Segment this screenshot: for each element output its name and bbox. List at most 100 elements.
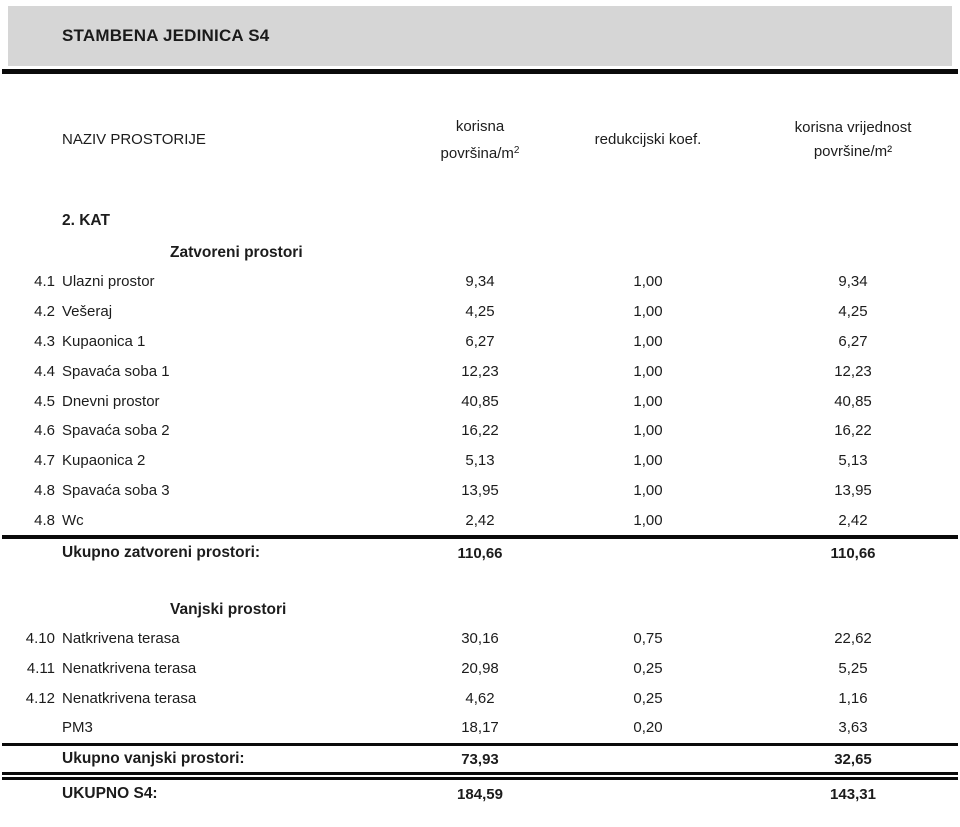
row-number: 4.8 bbox=[34, 481, 55, 499]
room-name: Kupaonica 2 bbox=[62, 452, 146, 470]
room-name: Nenatkrivena terasa bbox=[62, 689, 197, 707]
room-name: Spavaća soba 1 bbox=[62, 362, 170, 380]
reduced-value: 9,34 bbox=[838, 273, 868, 291]
row-number: 4.2 bbox=[34, 303, 55, 321]
total-reduced-value: 32,65 bbox=[834, 750, 872, 768]
table-row: 4.3 Kupaonica 1 6,27 1,00 6,27 bbox=[0, 327, 960, 357]
room-name: Dnevni prostor bbox=[62, 392, 160, 410]
table-row: 4.4 Spavaća soba 1 12,23 1,00 12,23 bbox=[0, 356, 960, 386]
closed-total-rule bbox=[2, 535, 958, 539]
column-header-korisna-povrsina-line1: korisna bbox=[455, 117, 505, 135]
total-area-value: 73,93 bbox=[461, 750, 499, 768]
area-value: 12,23 bbox=[461, 362, 499, 380]
closed-rows: 4.1 Ulazni prostor 9,34 1,00 9,34 4.2 Ve… bbox=[0, 267, 960, 535]
room-name: Spavaća soba 3 bbox=[62, 481, 170, 499]
grand-total-double-rule bbox=[2, 772, 958, 781]
table-row: 4.2 Vešeraj 4,25 1,00 4,25 bbox=[0, 297, 960, 327]
reduced-value: 13,95 bbox=[834, 481, 872, 499]
area-value: 4,25 bbox=[465, 303, 495, 321]
row-number: 4.10 bbox=[25, 630, 55, 648]
column-header-korisna-vrijednost: korisna vrijednost površine/m² bbox=[766, 116, 940, 164]
area-value: 13,95 bbox=[461, 481, 499, 499]
row-number: 4.12 bbox=[25, 689, 55, 707]
koef-value: 0,75 bbox=[633, 630, 663, 648]
room-name: Spavaća soba 2 bbox=[62, 422, 170, 440]
column-header-korisna-vrijednost-line2: površine/m² bbox=[813, 143, 893, 160]
room-name: Nenatkrivena terasa bbox=[62, 659, 197, 677]
total-reduced-value: 110,66 bbox=[830, 544, 876, 562]
koef-value: 1,00 bbox=[633, 332, 663, 350]
table-row: 4.6 Spavaća soba 2 16,22 1,00 16,22 bbox=[0, 416, 960, 446]
floor-label: 2. KAT bbox=[62, 212, 110, 229]
document-title: STAMBENA JEDINICA S4 bbox=[62, 26, 270, 45]
row-number: 4.1 bbox=[34, 273, 55, 291]
table-row: 4.8 Spavaća soba 3 13,95 1,00 13,95 bbox=[0, 476, 960, 506]
area-value: 5,13 bbox=[465, 452, 495, 470]
table-row: PM3 18,17 0,20 3,63 bbox=[0, 713, 960, 743]
row-number: 4.6 bbox=[34, 422, 55, 440]
row-number: 4.11 bbox=[26, 659, 55, 677]
table-row: 4.1 Ulazni prostor 9,34 1,00 9,34 bbox=[0, 267, 960, 297]
area-value: 30,16 bbox=[461, 630, 499, 648]
section-header-zatvoreni-prostori: Zatvoreni prostori bbox=[170, 244, 303, 261]
koef-value: 1,00 bbox=[633, 392, 663, 410]
grand-total-area-value: 184,59 bbox=[457, 785, 503, 803]
row-number: 4.5 bbox=[34, 392, 55, 410]
reduced-value: 22,62 bbox=[834, 630, 872, 648]
document-title-band: STAMBENA JEDINICA S4 bbox=[8, 6, 952, 66]
room-name: Wc bbox=[62, 511, 84, 529]
grand-total-row: UKUPNO S4: 184,59 143,31 bbox=[0, 780, 960, 808]
row-number: 4.8 bbox=[34, 511, 55, 529]
closed-total-row: Ukupno zatvoreni prostori: 110,66 110,66 bbox=[0, 539, 960, 568]
table-row: 4.5 Dnevni prostor 40,85 1,00 40,85 bbox=[0, 386, 960, 416]
reduced-value: 40,85 bbox=[834, 392, 872, 410]
table-row: 4.11 Nenatkrivena terasa 20,98 0,25 5,25 bbox=[0, 653, 960, 683]
grand-total-reduced-value: 143,31 bbox=[830, 785, 876, 803]
total-label: Ukupno vanjski prostori: bbox=[62, 750, 245, 768]
koef-value: 1,00 bbox=[633, 511, 663, 529]
koef-value: 0,20 bbox=[633, 719, 663, 737]
reduced-value: 12,23 bbox=[834, 362, 872, 380]
reduced-value: 5,13 bbox=[838, 452, 868, 470]
table-row: 4.12 Nenatkrivena terasa 4,62 0,25 1,16 bbox=[0, 683, 960, 713]
koef-value: 1,00 bbox=[633, 481, 663, 499]
outdoor-total-rule bbox=[2, 742, 958, 747]
column-header-redukcijski-koef: redukcijski koef. bbox=[594, 131, 702, 148]
area-value: 18,17 bbox=[461, 719, 499, 737]
koef-value: 0,25 bbox=[633, 659, 663, 677]
room-name: Ulazni prostor bbox=[62, 273, 155, 291]
area-value: 9,34 bbox=[465, 273, 495, 291]
outdoor-rows: 4.10 Natkrivena terasa 30,16 0,75 22,62 … bbox=[0, 624, 960, 743]
table-row: 4.7 Kupaonica 2 5,13 1,00 5,13 bbox=[0, 446, 960, 476]
area-value: 20,98 bbox=[461, 659, 499, 677]
apartment-area-document: STAMBENA JEDINICA S4 NAZIV PROSTORIJE ko… bbox=[0, 6, 960, 827]
row-number: 4.7 bbox=[34, 452, 55, 470]
area-value: 16,22 bbox=[461, 422, 499, 440]
reduced-value: 16,22 bbox=[834, 422, 872, 440]
area-value: 40,85 bbox=[461, 392, 499, 410]
reduced-value: 3,63 bbox=[838, 719, 868, 737]
room-name: PM3 bbox=[62, 719, 93, 737]
room-name: Kupaonica 1 bbox=[62, 332, 146, 350]
column-header-korisna-povrsina: korisna površina/m2 bbox=[390, 115, 570, 166]
room-name: Natkrivena terasa bbox=[62, 630, 180, 648]
table-row: 4.8 Wc 2,42 1,00 2,42 bbox=[0, 505, 960, 535]
reduced-value: 2,42 bbox=[838, 511, 868, 529]
koef-value: 1,00 bbox=[633, 362, 663, 380]
reduced-value: 5,25 bbox=[838, 659, 868, 677]
column-header-naziv-prostorije: NAZIV PROSTORIJE bbox=[62, 131, 206, 148]
koef-value: 1,00 bbox=[633, 303, 663, 321]
row-number: 4.3 bbox=[34, 332, 55, 350]
area-value: 6,27 bbox=[465, 332, 495, 350]
grand-total-label: UKUPNO S4: bbox=[62, 785, 158, 803]
superscript-2: 2 bbox=[513, 144, 520, 156]
koef-value: 1,00 bbox=[633, 422, 663, 440]
title-divider-rule bbox=[2, 69, 958, 74]
koef-value: 1,00 bbox=[633, 452, 663, 470]
reduced-value: 4,25 bbox=[838, 303, 868, 321]
room-name: Vešeraj bbox=[62, 303, 113, 321]
row-number: 4.4 bbox=[34, 362, 55, 380]
koef-value: 1,00 bbox=[633, 273, 663, 291]
table-column-headers: NAZIV PROSTORIJE korisna površina/m2 red… bbox=[0, 114, 960, 166]
column-header-korisna-vrijednost-line1: korisna vrijednost bbox=[794, 119, 912, 136]
